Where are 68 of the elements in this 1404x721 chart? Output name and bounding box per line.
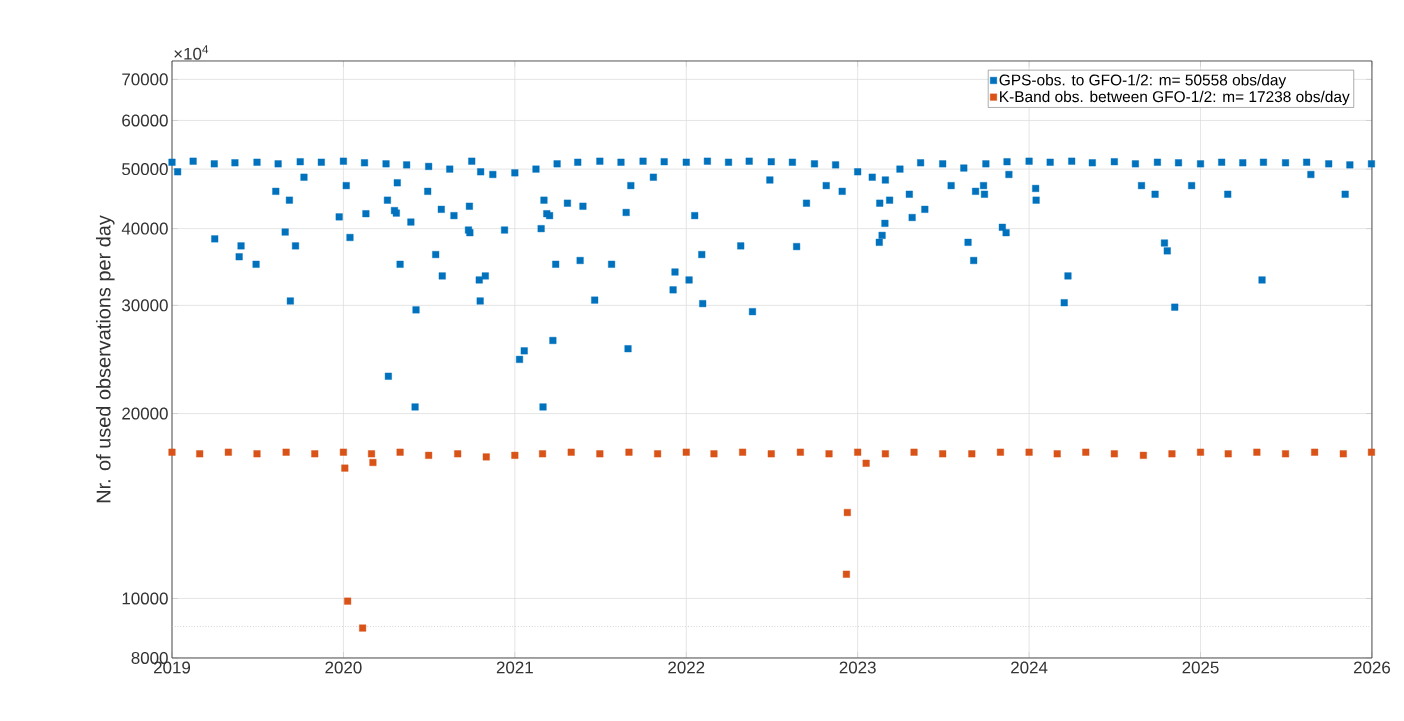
point (369, 458, 377, 466)
point (682, 448, 690, 456)
point (311, 450, 319, 458)
point (968, 450, 976, 458)
point (1168, 450, 1176, 458)
y-tick-label: 70000 (122, 73, 168, 86)
point (344, 597, 352, 605)
legend-label: K-Band obs. between GFO-1/2: m= 17238 obs/day (1000, 90, 1350, 106)
point (567, 448, 575, 456)
point (996, 448, 1004, 456)
text: ×10$^{4}$ (174, 45, 209, 60)
y-tick-label: 20000 (122, 407, 168, 420)
point (910, 448, 918, 456)
point (425, 451, 433, 459)
x-tick-label: 2026 (1353, 661, 1391, 674)
point (339, 448, 347, 456)
point (1367, 448, 1375, 456)
point (854, 448, 862, 456)
point (1224, 450, 1232, 458)
x-tick-label: 2024 (1011, 661, 1048, 674)
point (625, 448, 633, 456)
point (539, 450, 547, 458)
x-tick-label: 2022 (668, 661, 705, 674)
point (1253, 448, 1261, 456)
x-tick-label: 2023 (839, 661, 876, 674)
y-tick-label: 50000 (122, 163, 168, 176)
y-tick-label: 40000 (121, 222, 168, 235)
point (396, 448, 404, 456)
point (196, 450, 204, 458)
y-tick-label: 10000 (122, 592, 168, 605)
point (796, 448, 804, 456)
point (739, 448, 747, 456)
point (341, 464, 349, 472)
point (939, 450, 947, 458)
x-tick-label: 2025 (1182, 661, 1219, 674)
x-tick-label: 2021 (496, 661, 533, 674)
point (1282, 450, 1290, 458)
point (881, 450, 889, 458)
point (862, 459, 870, 467)
y-tick-label: 60000 (122, 114, 168, 127)
point (1339, 450, 1347, 458)
point (282, 448, 290, 456)
point (1025, 448, 1033, 456)
point (654, 450, 662, 458)
point (368, 450, 376, 458)
y-tick-label: 30000 (122, 299, 168, 312)
point (596, 450, 604, 458)
point (1139, 451, 1147, 459)
y-axis-title: Nr. of used observations per day (95, 215, 115, 503)
point (511, 451, 519, 459)
point (224, 448, 232, 456)
point (1053, 450, 1061, 458)
point (454, 450, 462, 458)
point (482, 453, 490, 461)
point (253, 450, 261, 458)
point (767, 450, 775, 458)
point (825, 450, 833, 458)
point (710, 450, 718, 458)
point (1110, 450, 1118, 458)
point (843, 509, 851, 517)
point (359, 624, 367, 632)
point (168, 448, 176, 456)
x-tick-label: 2020 (325, 661, 362, 674)
legend-label: GPS-obs. to GFO-1/2: m= 50558 obs/day (999, 74, 1287, 89)
point (1197, 448, 1205, 456)
point (842, 570, 850, 578)
point (1311, 448, 1319, 456)
point (1082, 448, 1090, 456)
